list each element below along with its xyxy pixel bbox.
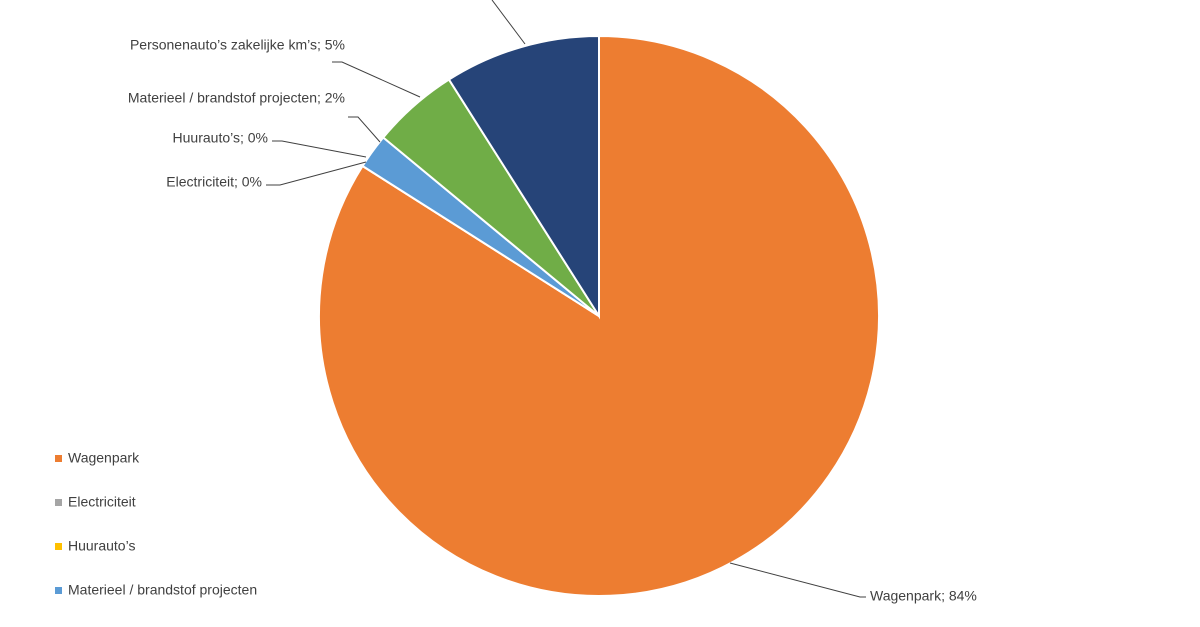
data-label: Materieel / brandstof projecten; 2%	[128, 90, 345, 106]
leader-line	[332, 61, 421, 98]
leader-line	[266, 161, 367, 186]
legend-label: Electriciteit	[68, 494, 136, 510]
leader-line	[348, 116, 381, 143]
legend-swatch	[55, 499, 62, 506]
pie-slice	[447, 34, 600, 320]
data-label: Electriciteit; 0%	[166, 174, 262, 190]
leader-line	[272, 140, 367, 158]
legend-label: Huurauto’s	[68, 538, 135, 554]
data-label: Personenauto’s zakelijke km’s; 5%	[130, 37, 345, 53]
data-label: Wagenpark; 84%	[870, 588, 977, 604]
leader-line	[729, 562, 866, 598]
legend-swatch	[55, 543, 62, 550]
legend-swatch	[55, 455, 62, 462]
data-label: Huurauto’s; 0%	[173, 130, 268, 146]
legend-label: Wagenpark	[68, 450, 140, 466]
legend-label: Materieel / brandstof projecten	[68, 582, 257, 598]
legend-swatch	[55, 587, 62, 594]
leader-line	[491, 0, 526, 45]
